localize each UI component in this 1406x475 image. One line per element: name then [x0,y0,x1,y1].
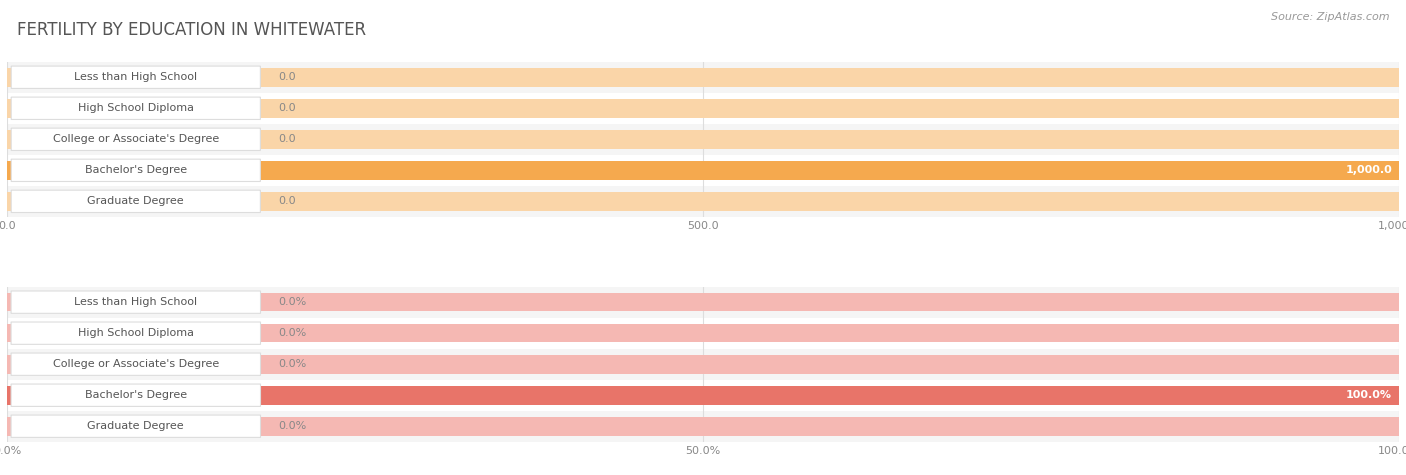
Text: Bachelor's Degree: Bachelor's Degree [84,390,187,400]
Text: 0.0%: 0.0% [278,421,307,431]
Text: Graduate Degree: Graduate Degree [87,196,184,206]
Bar [7,386,1399,405]
Bar [7,192,1399,210]
Text: 0.0%: 0.0% [278,359,307,369]
Text: 0.0: 0.0 [278,134,297,144]
FancyBboxPatch shape [11,415,260,437]
Bar [7,355,1399,373]
Bar [7,99,1399,118]
Bar [7,93,1399,124]
Text: Less than High School: Less than High School [75,297,197,307]
Bar [7,155,1399,186]
FancyBboxPatch shape [11,159,260,181]
FancyBboxPatch shape [11,353,260,375]
Bar [7,186,1399,217]
Bar [7,349,1399,380]
Text: 0.0: 0.0 [278,72,297,82]
Text: 0.0: 0.0 [278,196,297,206]
FancyBboxPatch shape [11,128,260,151]
FancyBboxPatch shape [11,66,260,88]
Bar [7,411,1399,442]
Bar [7,130,1399,149]
Text: High School Diploma: High School Diploma [77,103,194,113]
Text: High School Diploma: High School Diploma [77,328,194,338]
Bar [7,161,1399,180]
Text: FERTILITY BY EDUCATION IN WHITEWATER: FERTILITY BY EDUCATION IN WHITEWATER [17,21,366,39]
Text: 100.0%: 100.0% [1346,390,1392,400]
Bar [7,386,1399,405]
FancyBboxPatch shape [11,190,260,212]
Text: College or Associate's Degree: College or Associate's Degree [52,359,219,369]
Text: College or Associate's Degree: College or Associate's Degree [52,134,219,144]
Text: 1,000.0: 1,000.0 [1346,165,1392,175]
Bar [7,380,1399,411]
Bar [7,293,1399,312]
FancyBboxPatch shape [11,384,260,407]
Bar [7,324,1399,342]
Bar [7,286,1399,318]
Bar [7,124,1399,155]
Bar [7,68,1399,86]
Bar [7,161,1399,180]
Bar [7,417,1399,436]
Bar [7,318,1399,349]
FancyBboxPatch shape [11,97,260,119]
Text: Graduate Degree: Graduate Degree [87,421,184,431]
FancyBboxPatch shape [11,322,260,344]
Text: 0.0%: 0.0% [278,297,307,307]
Text: Less than High School: Less than High School [75,72,197,82]
Text: Source: ZipAtlas.com: Source: ZipAtlas.com [1271,12,1389,22]
Text: 0.0%: 0.0% [278,328,307,338]
Text: 0.0: 0.0 [278,103,297,113]
FancyBboxPatch shape [11,291,260,314]
Bar [7,62,1399,93]
Text: Bachelor's Degree: Bachelor's Degree [84,165,187,175]
